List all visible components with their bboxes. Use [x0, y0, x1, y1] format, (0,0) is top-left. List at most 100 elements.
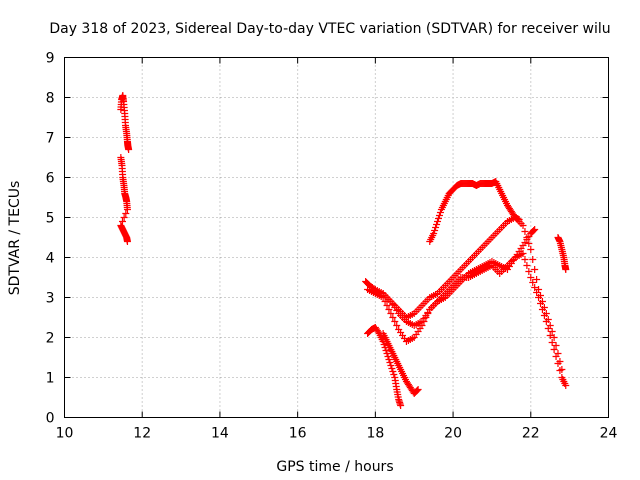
data-point [387, 310, 395, 317]
x-tick-label: 18 [366, 426, 384, 442]
data-point [538, 306, 546, 313]
data-point [413, 387, 421, 394]
x-tick-label: 14 [211, 426, 229, 442]
data-point [431, 227, 439, 234]
data-point [385, 356, 393, 363]
data-point [550, 334, 558, 341]
data-point [432, 224, 440, 231]
data-point [389, 314, 397, 321]
series-arc-3 [379, 226, 539, 329]
data-point [552, 353, 560, 360]
data-point [393, 322, 401, 329]
data-point [544, 325, 552, 332]
y-tick-label: 9 [46, 51, 55, 67]
data-point [548, 339, 556, 346]
series-late-segment [554, 234, 570, 273]
data-point [552, 342, 560, 349]
data-point [433, 221, 441, 228]
y-tick-label: 4 [46, 251, 55, 267]
data-point [389, 368, 397, 375]
data-point [550, 346, 558, 353]
data-point [562, 266, 570, 273]
data-point [546, 332, 554, 339]
data-point [397, 402, 405, 409]
data-point [533, 276, 541, 283]
data-point [386, 359, 394, 366]
x-tick-label: 12 [133, 426, 151, 442]
data-point [529, 256, 537, 263]
data-point [521, 228, 529, 235]
data-point [385, 306, 393, 313]
data-point [123, 238, 131, 245]
y-tick-label: 8 [46, 91, 55, 107]
x-tick-label: 22 [522, 426, 540, 442]
plot-frame [64, 57, 609, 418]
data-point [523, 262, 531, 269]
y-tick-label: 7 [46, 131, 55, 147]
data-point [390, 371, 398, 378]
data-point [435, 212, 443, 219]
data-point [383, 302, 391, 309]
series-high-plateau [426, 178, 523, 245]
data-point [118, 218, 126, 225]
data-point [435, 215, 442, 222]
data-point [515, 216, 523, 223]
data-point [542, 318, 550, 325]
data-point [519, 250, 527, 257]
data-point [125, 146, 133, 153]
y-axis-label: SDTVAR / TECUs [7, 181, 23, 296]
data-point [525, 268, 533, 275]
data-point [123, 206, 131, 213]
data-point [387, 362, 395, 369]
data-point [556, 367, 564, 374]
y-tick-label: 5 [46, 211, 55, 227]
data-point [533, 289, 541, 296]
data-point [554, 360, 562, 367]
data-point [384, 353, 392, 360]
data-point [531, 226, 539, 233]
data-point [537, 300, 544, 307]
data-point [436, 209, 444, 216]
data-point [122, 210, 130, 217]
series-descending-arc-2 [379, 330, 422, 397]
data-point [521, 256, 529, 263]
data-point [530, 227, 538, 234]
x-tick-label: 24 [600, 426, 618, 442]
series-descending-arc [364, 324, 405, 409]
data-point [388, 365, 396, 372]
x-axis-label: GPS time / hours [276, 459, 393, 475]
data-point [391, 318, 399, 325]
data-point [382, 347, 390, 354]
series-early-cluster-lower [117, 154, 131, 245]
data-point [531, 266, 539, 273]
data-point [540, 312, 548, 319]
grid [64, 57, 609, 418]
data-point [527, 274, 535, 281]
data-point [430, 230, 438, 237]
data-point [562, 382, 570, 389]
x-tick-label: 20 [444, 426, 462, 442]
data-point [434, 218, 442, 225]
data-point [519, 222, 527, 229]
data-point [414, 386, 422, 393]
y-tick-label: 6 [46, 171, 55, 187]
data-point [527, 246, 535, 253]
x-tick-label: 10 [56, 426, 74, 442]
data-point [525, 240, 533, 247]
data-point [120, 214, 128, 221]
data-point [548, 328, 556, 335]
x-tick-label: 16 [289, 426, 307, 442]
y-tick-label: 2 [46, 331, 55, 347]
data-point [529, 279, 537, 286]
y-tick-label: 1 [46, 371, 55, 387]
series-early-cluster-upper [117, 92, 133, 153]
y-tick-label: 3 [46, 291, 55, 307]
data-point [535, 294, 543, 301]
data-point [531, 284, 539, 291]
data-points [117, 92, 570, 409]
chart-title: Day 318 of 2023, Sidereal Day-to-day VTE… [49, 21, 610, 37]
y-tick-label: 0 [46, 411, 55, 427]
